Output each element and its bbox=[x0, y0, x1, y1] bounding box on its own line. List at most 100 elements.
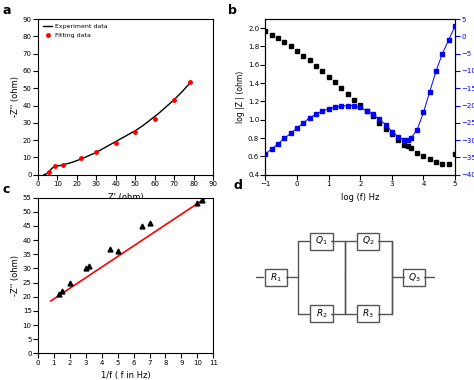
log |Z | (ohm) bbox=[326, 74, 331, 79]
log |Z | (ohm) bbox=[269, 32, 274, 37]
Phase angle (φ) (deg) bbox=[263, 152, 268, 156]
FancyBboxPatch shape bbox=[403, 269, 425, 286]
Phase angle (φ) (deg) bbox=[370, 112, 376, 117]
Phase angle (φ) (deg) bbox=[439, 51, 445, 56]
Fitting data bbox=[133, 129, 138, 134]
Text: a: a bbox=[3, 4, 11, 17]
log |Z | (ohm) bbox=[319, 69, 325, 73]
Line: Phase angle (φ) (deg): Phase angle (φ) (deg) bbox=[264, 24, 457, 156]
Experiment data bbox=[133, 128, 138, 133]
Experiment data bbox=[74, 158, 80, 163]
Experiment data bbox=[187, 81, 193, 86]
log |Z | (ohm) bbox=[288, 44, 293, 49]
Experiment data bbox=[117, 137, 123, 142]
Text: c: c bbox=[3, 183, 10, 196]
Line: log |Z | (ohm): log |Z | (ohm) bbox=[264, 29, 457, 166]
log |Z | (ohm) bbox=[383, 127, 388, 131]
Experiment data bbox=[109, 141, 115, 146]
Phase angle (φ) (deg) bbox=[319, 108, 325, 113]
log |Z | (ohm) bbox=[433, 160, 439, 164]
Phase angle (φ) (deg) bbox=[395, 135, 401, 139]
Experiment data bbox=[172, 97, 177, 102]
Phase angle (φ) (deg) bbox=[332, 105, 338, 109]
FancyBboxPatch shape bbox=[357, 233, 379, 250]
Fitting data bbox=[187, 80, 193, 84]
Phase angle (φ) (deg) bbox=[408, 136, 414, 141]
Experiment data bbox=[46, 170, 52, 174]
Phase angle (φ) (deg) bbox=[420, 110, 426, 115]
Experiment data bbox=[56, 163, 62, 168]
Phase angle (φ) (deg) bbox=[282, 136, 287, 141]
Phase angle (φ) (deg) bbox=[405, 138, 410, 142]
Experiment data bbox=[58, 163, 64, 168]
log |Z | (ohm) bbox=[307, 58, 312, 63]
Phase angle (φ) (deg) bbox=[294, 126, 300, 130]
FancyBboxPatch shape bbox=[310, 233, 333, 250]
Experiment data bbox=[55, 164, 60, 168]
Experiment data bbox=[43, 172, 48, 176]
Experiment data bbox=[70, 160, 76, 164]
log |Z | (ohm) bbox=[452, 152, 458, 156]
Text: $Q_3$: $Q_3$ bbox=[408, 271, 420, 283]
Experiment data bbox=[54, 164, 59, 168]
log |Z | (ohm) bbox=[294, 49, 300, 53]
Text: $Q_2$: $Q_2$ bbox=[362, 235, 374, 247]
log |Z | (ohm) bbox=[427, 157, 433, 162]
Fitting data bbox=[113, 141, 118, 145]
Phase angle (φ) (deg) bbox=[301, 120, 306, 125]
Experiment data bbox=[63, 162, 68, 166]
Phase angle (φ) (deg) bbox=[446, 38, 452, 42]
Phase angle (φ) (deg) bbox=[401, 138, 407, 142]
Experiment data bbox=[148, 117, 154, 122]
Fitting data bbox=[46, 170, 52, 174]
Phase angle (φ) (deg) bbox=[414, 128, 420, 132]
Experiment data bbox=[86, 154, 91, 158]
Fitting data bbox=[93, 150, 99, 155]
Phase angle (φ) (deg) bbox=[383, 122, 388, 127]
Fitting data bbox=[152, 116, 158, 121]
Experiment data bbox=[44, 171, 49, 176]
Phase angle (φ) (deg) bbox=[364, 108, 369, 113]
log |Z | (ohm) bbox=[364, 108, 369, 113]
Fitting data bbox=[78, 156, 83, 161]
X-axis label: log (f) Hz: log (f) Hz bbox=[341, 193, 379, 202]
log |Z | (ohm) bbox=[351, 97, 357, 102]
Experiment data bbox=[125, 133, 130, 137]
FancyBboxPatch shape bbox=[310, 305, 333, 322]
log |Z | (ohm) bbox=[414, 150, 420, 155]
log |Z | (ohm) bbox=[345, 92, 350, 97]
log |Z | (ohm) bbox=[401, 142, 407, 147]
Experiment data bbox=[52, 165, 57, 169]
Experiment data bbox=[48, 168, 54, 172]
Experiment data bbox=[80, 156, 86, 161]
log |Z | (ohm) bbox=[446, 162, 452, 166]
Phase angle (φ) (deg) bbox=[427, 89, 433, 94]
Experiment data bbox=[140, 123, 146, 128]
Fitting data bbox=[172, 98, 177, 103]
log |Z | (ohm) bbox=[389, 132, 395, 137]
log |Z | (ohm) bbox=[282, 40, 287, 44]
log |Z | (ohm) bbox=[395, 138, 401, 142]
Experiment data bbox=[60, 163, 66, 167]
Phase angle (φ) (deg) bbox=[338, 104, 344, 109]
log |Z | (ohm) bbox=[408, 146, 414, 150]
Experiment data bbox=[53, 164, 58, 169]
Phase angle (φ) (deg) bbox=[313, 112, 319, 117]
Experiment data bbox=[179, 89, 185, 94]
log |Z | (ohm) bbox=[370, 114, 376, 119]
Experiment data bbox=[51, 165, 56, 169]
Text: b: b bbox=[228, 4, 237, 17]
log |Z | (ohm) bbox=[338, 86, 344, 90]
log |Z | (ohm) bbox=[301, 53, 306, 58]
log |Z | (ohm) bbox=[263, 28, 268, 33]
log |Z | (ohm) bbox=[275, 36, 281, 41]
Phase angle (φ) (deg) bbox=[357, 105, 363, 109]
Phase angle (φ) (deg) bbox=[345, 103, 350, 108]
FancyBboxPatch shape bbox=[264, 269, 287, 286]
Fitting data bbox=[60, 163, 66, 167]
Line: Experiment data: Experiment data bbox=[44, 83, 190, 175]
Phase angle (φ) (deg) bbox=[275, 141, 281, 146]
Y-axis label: -Z'' (ohm): -Z'' (ohm) bbox=[11, 76, 20, 117]
Experiment data bbox=[45, 171, 51, 175]
Experiment data bbox=[47, 169, 53, 173]
